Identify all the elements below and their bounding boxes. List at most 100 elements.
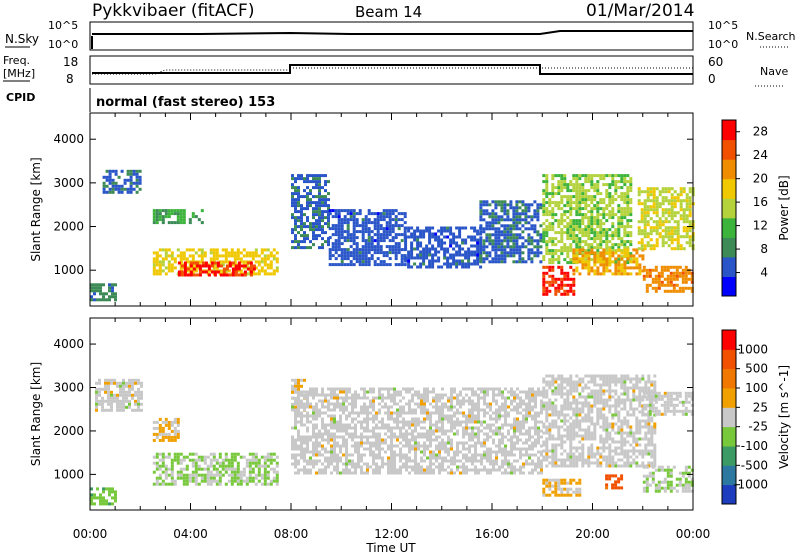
velocity-cell (504, 444, 507, 448)
power-cell (334, 245, 338, 249)
power-cell (312, 231, 315, 235)
power-cell (434, 250, 438, 254)
power-cell (388, 209, 392, 213)
velocity-cell (203, 476, 207, 480)
velocity-cell (242, 470, 246, 474)
power-cell (566, 195, 570, 199)
velocity-cell (309, 471, 312, 475)
velocity-cell (342, 411, 345, 415)
power-cell (614, 174, 618, 178)
velocity-cell (438, 420, 441, 424)
power-cell (679, 190, 683, 194)
power-cell (542, 258, 546, 262)
power-cell (458, 226, 462, 230)
velocity-cell (414, 450, 417, 454)
freq-tick-top: 18 (63, 55, 78, 69)
velocity-cell (375, 462, 378, 466)
velocity-cell (504, 423, 507, 427)
power-cell (479, 209, 483, 213)
power-cell (569, 234, 573, 238)
power-cell (649, 187, 653, 191)
power-cell (440, 265, 444, 269)
power-cell (670, 217, 674, 221)
velocity-cell (324, 405, 327, 409)
velocity-cell (444, 405, 447, 409)
velocity-cell (513, 396, 516, 400)
velocity-cell (134, 408, 137, 412)
power-cell (673, 190, 677, 194)
power-colorbar-segment (722, 159, 736, 180)
power-cell (648, 268, 652, 272)
power-cell (352, 263, 356, 267)
velocity-cell (417, 462, 420, 466)
power-cell (152, 209, 156, 213)
power-cell (661, 211, 665, 215)
velocity-cell (363, 462, 366, 466)
velocity-cell (315, 411, 318, 415)
power-cell (584, 189, 588, 193)
power-cell (494, 239, 498, 243)
power-cell (376, 221, 380, 225)
power-cell (309, 189, 312, 193)
velocity-cell (489, 447, 492, 451)
power-cell (560, 198, 564, 202)
power-cell (176, 209, 180, 213)
power-cell (673, 205, 677, 209)
velocity-cell (489, 387, 492, 391)
power-cell (569, 198, 573, 202)
power-cell (684, 277, 688, 281)
power-cell (437, 259, 441, 263)
power-cell (376, 224, 380, 228)
power-cell (614, 272, 618, 276)
velocity-cell (137, 402, 140, 406)
power-cell (629, 177, 633, 181)
power-cell (364, 260, 368, 264)
power-cell (629, 225, 633, 229)
power-cell (602, 177, 606, 181)
power-cell (294, 210, 297, 214)
power-cell (620, 186, 624, 190)
velocity-cell (266, 470, 270, 474)
power-cell (183, 270, 187, 274)
velocity-cell (116, 402, 119, 406)
velocity-cell (303, 441, 306, 445)
velocity-cell (339, 420, 342, 424)
power-cell (93, 289, 96, 293)
velocity-cell (402, 411, 405, 415)
velocity-cell (294, 465, 297, 469)
velocity-cell (471, 462, 474, 466)
power-cell (578, 213, 582, 217)
power-cell (303, 222, 306, 226)
power-cell (551, 192, 555, 196)
velocity-cell (420, 393, 423, 397)
velocity-cell (378, 426, 381, 430)
velocity-cell (300, 411, 303, 415)
velocity-cell (528, 426, 531, 430)
power-cell (306, 207, 309, 211)
velocity-cell (294, 453, 297, 457)
power-cell (416, 226, 420, 230)
power-cell (660, 280, 664, 284)
power-cell (294, 228, 297, 232)
power-cell (623, 266, 627, 270)
power-cell (530, 251, 534, 255)
power-cell (581, 266, 585, 270)
power-cell (629, 272, 633, 276)
velocity-cell (294, 399, 297, 403)
velocity-cell (369, 411, 372, 415)
velocity-cell (327, 435, 330, 439)
velocity-cell (453, 432, 456, 436)
velocity-cell (417, 465, 420, 469)
power-cell (105, 175, 109, 179)
velocity-cell (396, 393, 399, 397)
velocity-cell (489, 456, 492, 460)
velocity-cell (306, 459, 309, 463)
velocity-cell (131, 408, 134, 412)
velocity-cell (173, 482, 177, 486)
power-cell (167, 263, 171, 267)
power-cell (473, 226, 477, 230)
power-cell (102, 295, 105, 299)
power-cell (575, 269, 579, 273)
power-cell (605, 260, 609, 264)
velocity-cell (459, 402, 462, 406)
